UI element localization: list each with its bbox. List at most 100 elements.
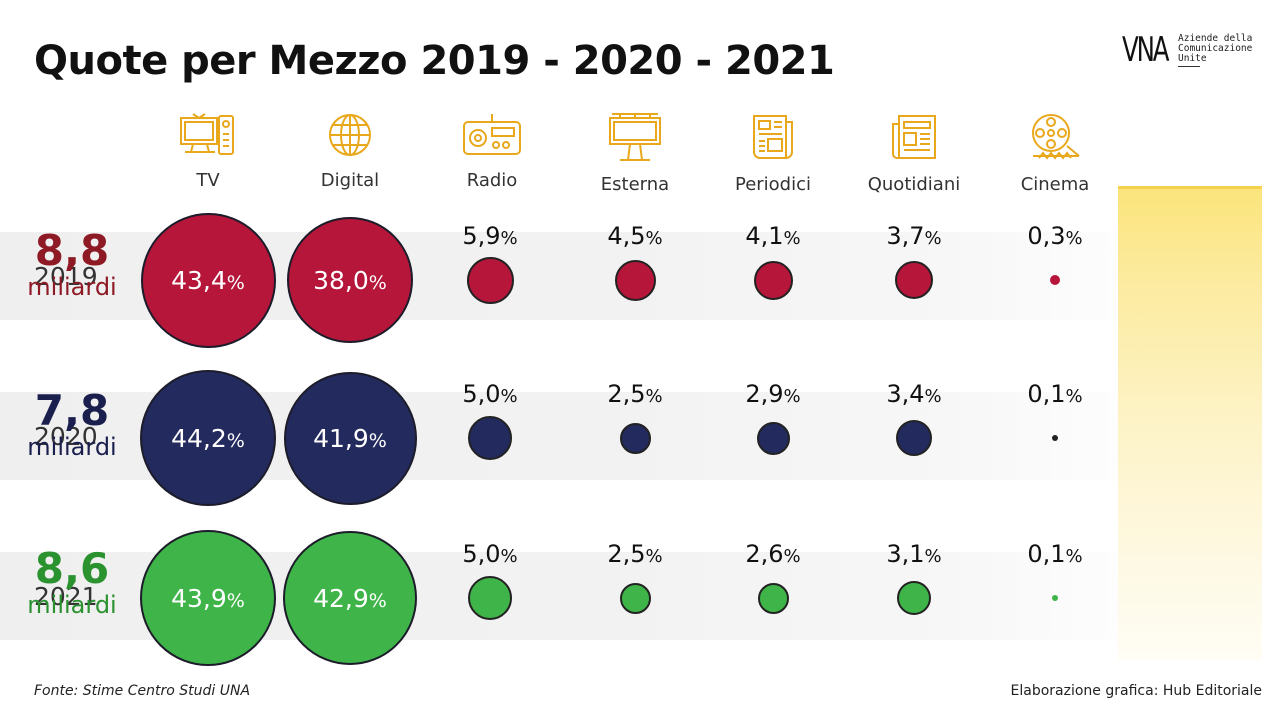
data-label-2019-cinema: 0,3% [1027, 222, 1083, 250]
source-note: Fonte: Stime Centro Studi UNA [34, 683, 251, 699]
column-quotidiani: Quotidiani [849, 112, 979, 195]
credit-note: Elaborazione grafica: Hub Editoriale [1010, 683, 1262, 699]
data-label-2020-cinema: 0,1% [1027, 380, 1083, 408]
bubble-2020-cinema [1052, 435, 1058, 441]
bubble-2021-tv: 43,9% [140, 530, 276, 666]
bubble-2019-radio [466, 256, 514, 304]
data-label-2019-esterna: 4,5% [607, 222, 663, 250]
column-label-radio: Radio [466, 170, 518, 191]
data-label-unit-2020-digital: % [368, 429, 387, 452]
total-unit-2019: miliardi [27, 273, 117, 301]
bubble-2021-digital: 42,9% [283, 531, 417, 665]
data-label-unit-2019-digital: % [368, 271, 387, 294]
year-label-2021: 2021 [34, 582, 98, 611]
data-label-unit-2020-quotidiani: % [924, 386, 942, 407]
newspaper-icon [892, 115, 936, 159]
bubble-2019-quotidiani [895, 261, 933, 299]
data-label-unit-2021-radio: % [500, 546, 518, 567]
column-tv: TV [143, 112, 273, 191]
data-label-unit-2019-periodici: % [783, 228, 801, 249]
data-label-2020-digital: 41,9% [313, 423, 387, 453]
data-label-2019-periodici: 4,1% [745, 222, 801, 250]
data-label-2021-cinema: 0,1% [1027, 540, 1083, 568]
total-unit-2020: miliardi [27, 433, 117, 461]
data-label-2019-digital: 38,0% [313, 265, 387, 295]
data-label-unit-2021-digital: % [368, 589, 387, 612]
data-label-2021-esterna: 2,5% [607, 540, 663, 568]
data-label-unit-2020-tv: % [226, 429, 245, 452]
data-label-unit-2019-tv: % [226, 271, 245, 294]
page-title: Quote per Mezzo 2019 - 2020 - 2021 [34, 38, 835, 84]
total-value-2019: 8,8 [34, 226, 110, 275]
total-2021: 8,6 miliardi [0, 544, 144, 619]
bubble-2020-tv: 44,2% [140, 370, 276, 506]
bubble-2021-cinema [1052, 595, 1058, 601]
data-label-2021-digital: 42,9% [313, 583, 387, 613]
logo-line-2: Comunicazione [1178, 43, 1253, 54]
year-label-2020: 2020 [34, 422, 98, 451]
bubble-2021-periodici [757, 582, 789, 614]
totals-panel [1118, 186, 1262, 660]
bubble-2021-quotidiani [897, 581, 931, 615]
total-value-2021: 8,6 [34, 544, 110, 593]
bubble-2019-cinema [1050, 275, 1060, 285]
column-label-esterna: Esterna [600, 174, 670, 195]
data-label-2020-periodici: 2,9% [745, 380, 801, 408]
data-label-2020-quotidiani: 3,4% [886, 380, 942, 408]
total-2019: 8,8 miliardi [0, 226, 144, 301]
column-cinema: Cinema [990, 112, 1120, 195]
bubble-2020-esterna [619, 422, 651, 454]
bubble-2019-tv: 43,4% [140, 212, 276, 348]
data-label-2021-radio: 5,0% [462, 540, 518, 568]
data-label-unit-2019-radio: % [500, 228, 518, 249]
column-label-tv: TV [196, 170, 220, 191]
data-label-2019-quotidiani: 3,7% [886, 222, 942, 250]
tv-icon [180, 113, 234, 155]
column-label-periodici: Periodici [734, 174, 812, 195]
data-label-unit-2021-quotidiani: % [924, 546, 942, 567]
data-label-2021-tv: 43,9% [171, 583, 245, 613]
logo-text: Aziende della Comunicazione Unite [1178, 34, 1278, 64]
column-esterna: Esterna [570, 112, 700, 195]
data-label-2020-radio: 5,0% [462, 380, 518, 408]
magazine-icon [753, 115, 793, 159]
logo-mark: VNA [1122, 30, 1169, 70]
data-label-2020-tv: 44,2% [171, 423, 245, 453]
globe-icon [329, 114, 371, 156]
bubble-2021-esterna [619, 582, 651, 614]
radio-icon [463, 114, 521, 155]
logo-line-3: Unite [1178, 53, 1207, 64]
billboard-icon [609, 113, 661, 161]
bubble-2021-radio [468, 576, 512, 620]
data-label-2019-tv: 43,4% [171, 265, 245, 295]
film-reel-icon [1032, 114, 1080, 160]
data-label-unit-2020-periodici: % [783, 386, 801, 407]
bubble-2020-digital: 41,9% [283, 371, 417, 505]
total-unit-2021: miliardi [27, 591, 117, 619]
data-label-unit-2020-esterna: % [645, 386, 663, 407]
data-label-unit-2020-radio: % [500, 386, 518, 407]
year-label-2019: 2019 [34, 262, 98, 291]
column-label-digital: Digital [320, 170, 380, 191]
column-periodici: Periodici [708, 112, 838, 195]
data-label-unit-2019-cinema: % [1065, 228, 1083, 249]
logo-line-1: Aziende della [1178, 33, 1253, 44]
column-label-cinema: Cinema [1020, 174, 1090, 195]
bubble-2020-quotidiani [896, 420, 932, 456]
column-radio: Radio [427, 112, 557, 191]
column-label-quotidiani: Quotidiani [867, 174, 961, 195]
data-label-unit-2021-esterna: % [645, 546, 663, 567]
data-label-unit-2019-quotidiani: % [924, 228, 942, 249]
una-logo: VNA Aziende della Comunicazione Unite [1122, 30, 1272, 90]
data-label-unit-2020-cinema: % [1065, 386, 1083, 407]
data-label-unit-2021-periodici: % [783, 546, 801, 567]
data-label-2021-quotidiani: 3,1% [886, 540, 942, 568]
total-2020: 7,8 miliardi [0, 388, 144, 461]
logo-divider [1178, 66, 1200, 67]
data-label-2021-periodici: 2,6% [745, 540, 801, 568]
totals-panel-top-line [1118, 186, 1262, 189]
column-digital: Digital [285, 112, 415, 191]
bubble-2019-periodici [753, 260, 793, 300]
bubble-2020-radio [468, 416, 512, 460]
bubble-2019-digital: 38,0% [287, 217, 413, 343]
